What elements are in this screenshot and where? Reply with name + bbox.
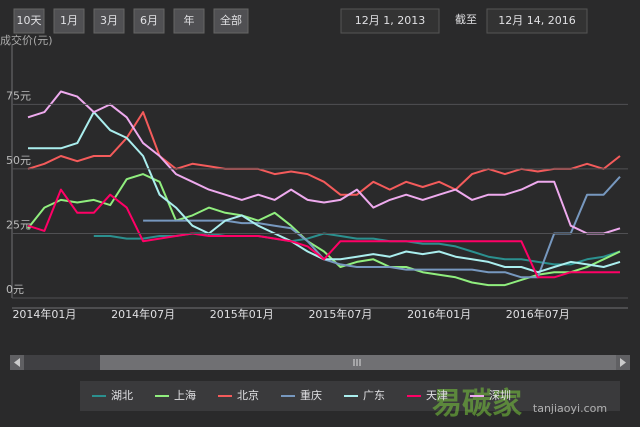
series-line	[27, 90, 621, 235]
y-tick-label: 25元	[6, 218, 31, 231]
range-button[interactable]	[213, 8, 249, 34]
y-tick-label: 50元	[6, 154, 31, 167]
legend-label[interactable]: 上海	[174, 388, 196, 402]
series-line	[143, 176, 621, 279]
x-tick-label: 2016年01月	[407, 307, 471, 321]
legend-label[interactable]: 天津	[426, 389, 448, 402]
x-tick-label: 2014年01月	[12, 307, 76, 321]
legend-label[interactable]: 北京	[237, 388, 259, 402]
arrow-icon	[620, 358, 626, 367]
x-tick-label: 2015年01月	[210, 307, 274, 321]
x-tick-label: 2015年07月	[308, 307, 372, 321]
watermark-site: tanjiaoyi.com	[533, 402, 607, 415]
range-button[interactable]	[13, 8, 45, 34]
legend-label[interactable]: 湖北	[111, 389, 133, 402]
arrow-icon	[14, 358, 20, 367]
start-value[interactable]: 12月 1, 2013	[355, 14, 425, 27]
x-tick-label: 2014年07月	[111, 307, 175, 321]
range-button-label[interactable]: 10天	[17, 14, 42, 27]
legend-label[interactable]: 广东	[363, 389, 385, 402]
range-button-label[interactable]: 3月	[100, 14, 118, 27]
y-tick-label: 75元	[6, 89, 31, 102]
range-button[interactable]	[133, 8, 165, 34]
range-button-label[interactable]: 6月	[140, 14, 158, 27]
legend-label[interactable]: 深圳	[489, 389, 511, 402]
x-tick-label: 2016年07月	[506, 307, 570, 321]
end-input[interactable]	[486, 8, 588, 34]
range-button-label[interactable]: 1月	[60, 14, 78, 27]
range-button[interactable]	[53, 8, 85, 34]
y-axis-title: 成交价(元)	[0, 33, 53, 47]
end-label: 截至	[455, 12, 477, 26]
range-button[interactable]	[93, 8, 125, 34]
end-value[interactable]: 12月 14, 2016	[498, 14, 575, 27]
scrollbar-thumb[interactable]	[100, 355, 616, 370]
watermark-brand: 易碳家	[432, 387, 522, 422]
legend-label[interactable]: 重庆	[300, 388, 322, 402]
range-button[interactable]	[173, 8, 205, 34]
range-button-label[interactable]: 全部	[220, 13, 242, 27]
range-button-label[interactable]: 年	[184, 13, 195, 27]
series-line	[27, 173, 621, 287]
y-tick-label: 0元	[6, 283, 24, 296]
thumb-grip	[353, 359, 361, 366]
series-line	[27, 188, 620, 279]
start-input[interactable]	[340, 8, 440, 34]
